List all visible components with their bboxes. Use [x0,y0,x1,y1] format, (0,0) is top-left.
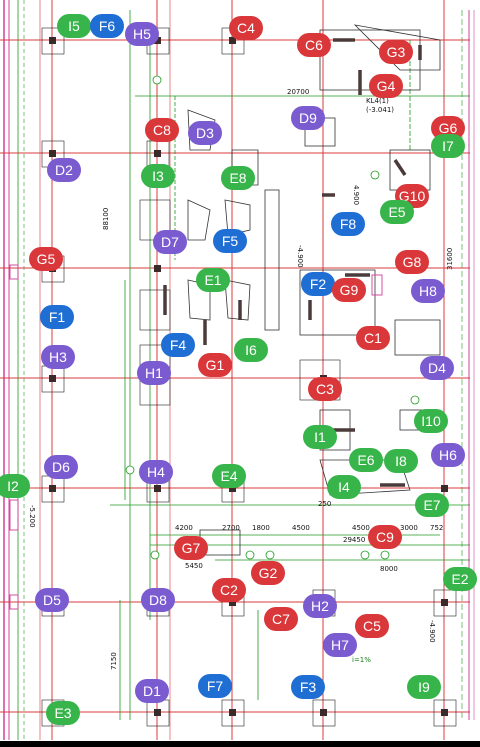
element-label-i10[interactable]: I10 [414,409,448,433]
dim-4200: 4200 [175,524,193,532]
element-label-i3[interactable]: I3 [141,164,175,188]
element-label-c4[interactable]: C4 [229,16,263,40]
element-label-e1[interactable]: E1 [196,268,230,292]
element-label-f3[interactable]: F3 [291,675,325,699]
column-footings [49,37,448,716]
element-label-g8[interactable]: G8 [395,250,429,274]
dim-3000: 3000 [400,524,418,532]
element-label-g9[interactable]: G9 [332,278,366,302]
element-label-f1[interactable]: F1 [40,305,74,329]
element-label-e5[interactable]: E5 [380,200,414,224]
element-label-g5[interactable]: G5 [29,247,63,271]
element-label-g1[interactable]: G1 [198,353,232,377]
beam-kl4: KL4(1) [366,97,389,105]
screen-bottom-bar [0,741,480,747]
element-label-d4[interactable]: D4 [420,356,454,380]
dim-5450: 5450 [185,562,203,570]
element-label-c8[interactable]: C8 [145,118,179,142]
element-label-f4[interactable]: F4 [161,333,195,357]
element-label-d7[interactable]: D7 [153,230,187,254]
element-label-g2[interactable]: G2 [251,561,285,585]
element-label-d6[interactable]: D6 [44,455,78,479]
dim-88100: 88100 [102,208,110,230]
element-label-i9[interactable]: I9 [407,675,441,699]
heavy-walls [163,38,422,487]
element-label-e6[interactable]: E6 [349,448,383,472]
element-label-c2[interactable]: C2 [212,578,246,602]
element-label-e7[interactable]: E7 [415,493,449,517]
element-label-i8[interactable]: I8 [384,449,418,473]
element-label-g7[interactable]: G7 [174,536,208,560]
element-label-h6[interactable]: H6 [431,443,465,467]
element-label-e8[interactable]: E8 [221,166,255,190]
footing-outlines [41,27,457,727]
dim-1800: 1800 [252,524,270,532]
element-label-d1[interactable]: D1 [135,679,169,703]
element-label-h1[interactable]: H1 [137,361,171,385]
elev-4900-a: 4.900 [352,185,360,205]
dim-29450: 29450 [343,536,365,544]
dim-20700: 20700 [287,88,309,96]
element-label-d8[interactable]: D8 [141,588,175,612]
dimension-texts: 20700 88100 31600 4200 2700 1800 4500 45… [28,88,454,670]
element-label-c6[interactable]: C6 [297,33,331,57]
element-label-f8[interactable]: F8 [331,212,365,236]
element-label-i4[interactable]: I4 [327,475,361,499]
grid-lines-horizontal [0,39,470,713]
site-boundary [3,0,475,740]
slope-note: i=1% [352,656,371,664]
element-label-c5[interactable]: C5 [355,614,389,638]
magenta-markers [9,264,383,610]
element-label-h5[interactable]: H5 [125,22,159,46]
element-label-g3[interactable]: G3 [379,40,413,64]
element-label-i1[interactable]: I1 [303,425,337,449]
element-label-c1[interactable]: C1 [356,326,390,350]
element-label-c3[interactable]: C3 [308,377,342,401]
element-label-d3[interactable]: D3 [188,121,222,145]
beam-kl4-elev: (-3.041) [366,106,394,114]
dim-4500-b: 4500 [352,524,370,532]
dim-2700: 2700 [222,524,240,532]
element-label-c9[interactable]: C9 [368,525,402,549]
elev-4900-c: -4.900 [428,620,436,643]
element-label-e4[interactable]: E4 [212,464,246,488]
element-label-i6[interactable]: I6 [234,338,268,362]
element-label-f2[interactable]: F2 [301,272,335,296]
element-label-f6[interactable]: F6 [90,14,124,38]
element-label-g4[interactable]: G4 [369,74,403,98]
element-label-e3[interactable]: E3 [46,701,80,725]
dim-31600: 31600 [446,248,454,270]
element-label-c7[interactable]: C7 [264,607,298,631]
element-label-e2[interactable]: E2 [443,567,477,591]
dim-752: 752 [430,524,443,532]
element-label-h4[interactable]: H4 [139,460,173,484]
element-label-d5[interactable]: D5 [35,588,69,612]
element-label-f5[interactable]: F5 [213,229,247,253]
service-lines [110,10,470,720]
dim-8000: 8000 [380,565,398,573]
green-markers [125,75,420,560]
dim-4500-a: 4500 [292,524,310,532]
element-label-i5[interactable]: I5 [57,14,91,38]
element-label-d9[interactable]: D9 [291,106,325,130]
element-label-h3[interactable]: H3 [41,345,75,369]
dim-250: 250 [318,500,331,508]
element-label-h7[interactable]: H7 [323,633,357,657]
element-label-h8[interactable]: H8 [411,279,445,303]
element-label-h2[interactable]: H2 [303,594,337,618]
element-label-i7[interactable]: I7 [431,134,465,158]
element-label-d2[interactable]: D2 [47,158,81,182]
element-label-f7[interactable]: F7 [198,674,232,698]
elev-5200: -5.200 [28,505,36,528]
element-label-i2[interactable]: I2 [0,474,30,498]
dim-7150: 7150 [110,652,118,670]
elev-4900-b: -4.900 [296,245,304,268]
